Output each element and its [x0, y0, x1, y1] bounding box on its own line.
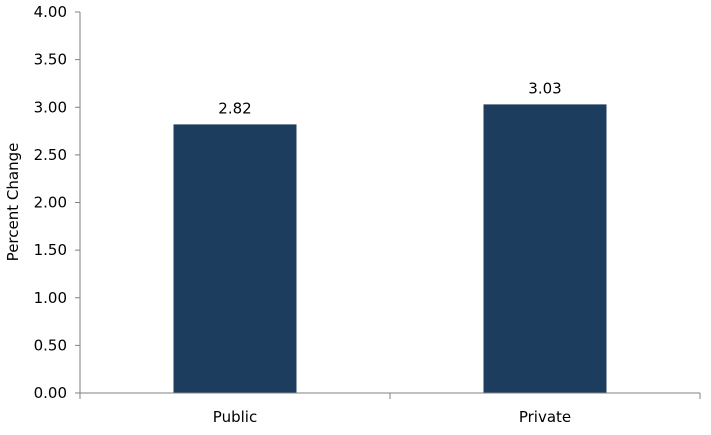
y-tick-label: 3.50	[34, 51, 67, 69]
y-axis-title: Percent Change	[4, 143, 22, 262]
axes	[79, 12, 701, 399]
bar-private	[483, 104, 607, 393]
bar-public	[173, 124, 297, 394]
y-tick-label: 2.50	[34, 146, 67, 164]
y-tick-label: 4.00	[34, 3, 67, 21]
y-tick-label: 0.00	[34, 384, 67, 402]
y-tick-label: 2.00	[34, 194, 67, 212]
x-axis-labels: Public Private	[213, 408, 571, 426]
y-tick-label: 0.50	[34, 336, 67, 354]
y-axis-ticks: 0.00 0.50 1.00 1.50 2.00 2.50 3.00 3.50 4.00	[34, 3, 80, 402]
y-tick-label: 1.00	[34, 289, 67, 307]
y-tick-label: 1.50	[34, 241, 67, 259]
data-label: 2.82	[218, 99, 251, 117]
x-tick-label: Private	[519, 408, 571, 426]
bars: 2.82 3.03	[173, 79, 607, 394]
y-tick-label: 3.00	[34, 98, 67, 116]
x-tick-label: Public	[213, 408, 257, 426]
data-label: 3.03	[528, 79, 561, 97]
